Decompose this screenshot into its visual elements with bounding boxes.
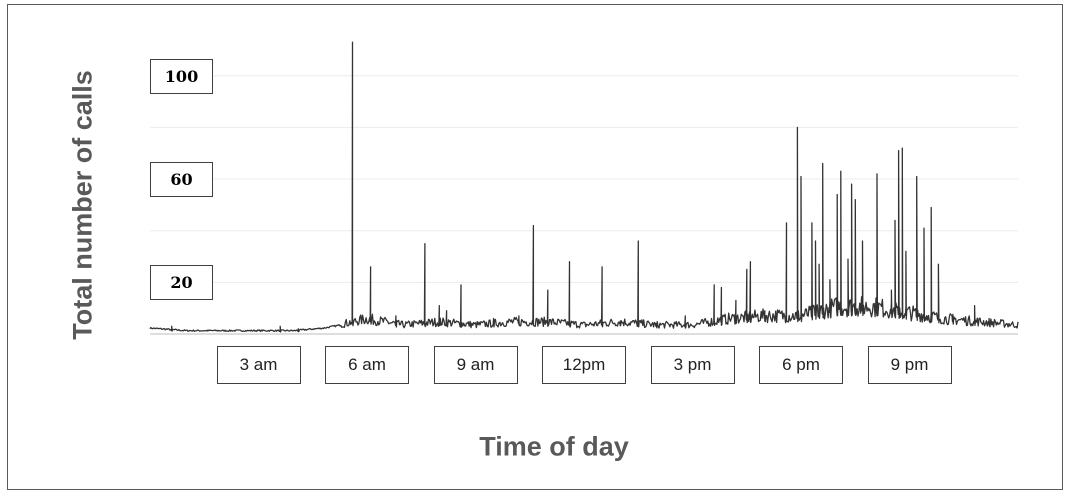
x-tick-label: 12pm — [542, 346, 626, 384]
x-tick-label: 9 pm — [867, 346, 952, 384]
x-tick-label: 6 am — [325, 346, 409, 384]
y-axis-label: Total number of calls — [67, 70, 98, 340]
chart-frame — [7, 4, 1063, 490]
x-tick-label: 9 am — [433, 346, 518, 384]
x-tick-label: 3 am — [216, 346, 301, 384]
gridlines — [150, 75, 1018, 283]
y-tick-label: 100 — [150, 58, 213, 94]
x-tick-label: 3 pm — [650, 346, 735, 384]
x-axis-label: Time of day — [479, 431, 629, 462]
y-tick-label: 60 — [150, 162, 213, 198]
y-tick-label: 20 — [150, 265, 213, 301]
series-line — [149, 41, 1019, 333]
x-tick-label: 6 pm — [759, 346, 843, 384]
